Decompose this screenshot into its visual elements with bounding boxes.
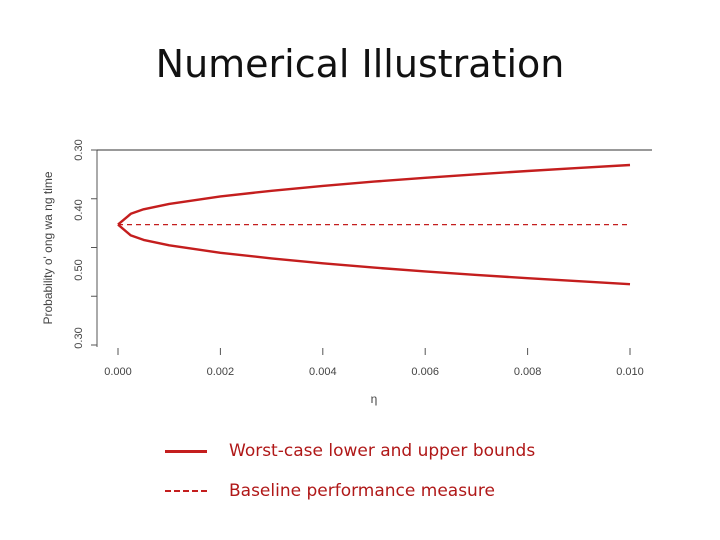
legend-swatch-dashed [165, 490, 207, 492]
legend-item-baseline: Baseline performance measure [165, 478, 495, 504]
y-tick-label-1: 0.40 [73, 199, 85, 220]
y-tick-label-2: 0.50 [73, 259, 85, 280]
y-tick-label-0: 0.30 [73, 139, 85, 160]
x-tick-label-1: 0.002 [207, 366, 235, 378]
x-tick-label-0: 0.000 [104, 366, 132, 378]
lower-bound-line [117, 223, 631, 286]
x-tick-label-3: 0.006 [411, 366, 439, 378]
plot-area: 0.30 0.40 0.50 0.30 0.000 0.002 0.004 0.006 0.00… [41, 139, 652, 406]
x-tick-label-5: 0.010 [616, 366, 644, 378]
legend-label-baseline: Baseline performance measure [229, 481, 495, 501]
legend-swatch-solid [165, 449, 207, 453]
slide-title: Numerical Illustration [155, 42, 565, 86]
x-tick-label-4: 0.008 [514, 366, 542, 378]
y-tick-label-3: 0.30 [73, 327, 85, 348]
x-tick-label-2: 0.004 [309, 366, 337, 378]
upper-bound-line [117, 163, 631, 226]
legend-item-bounds: Worst-case lower and upper bounds [165, 438, 535, 464]
y-axis-label: Probability o' ong wa ng time [41, 171, 55, 324]
x-axis-label: η [371, 392, 378, 406]
legend-label-bounds: Worst-case lower and upper bounds [229, 441, 536, 461]
